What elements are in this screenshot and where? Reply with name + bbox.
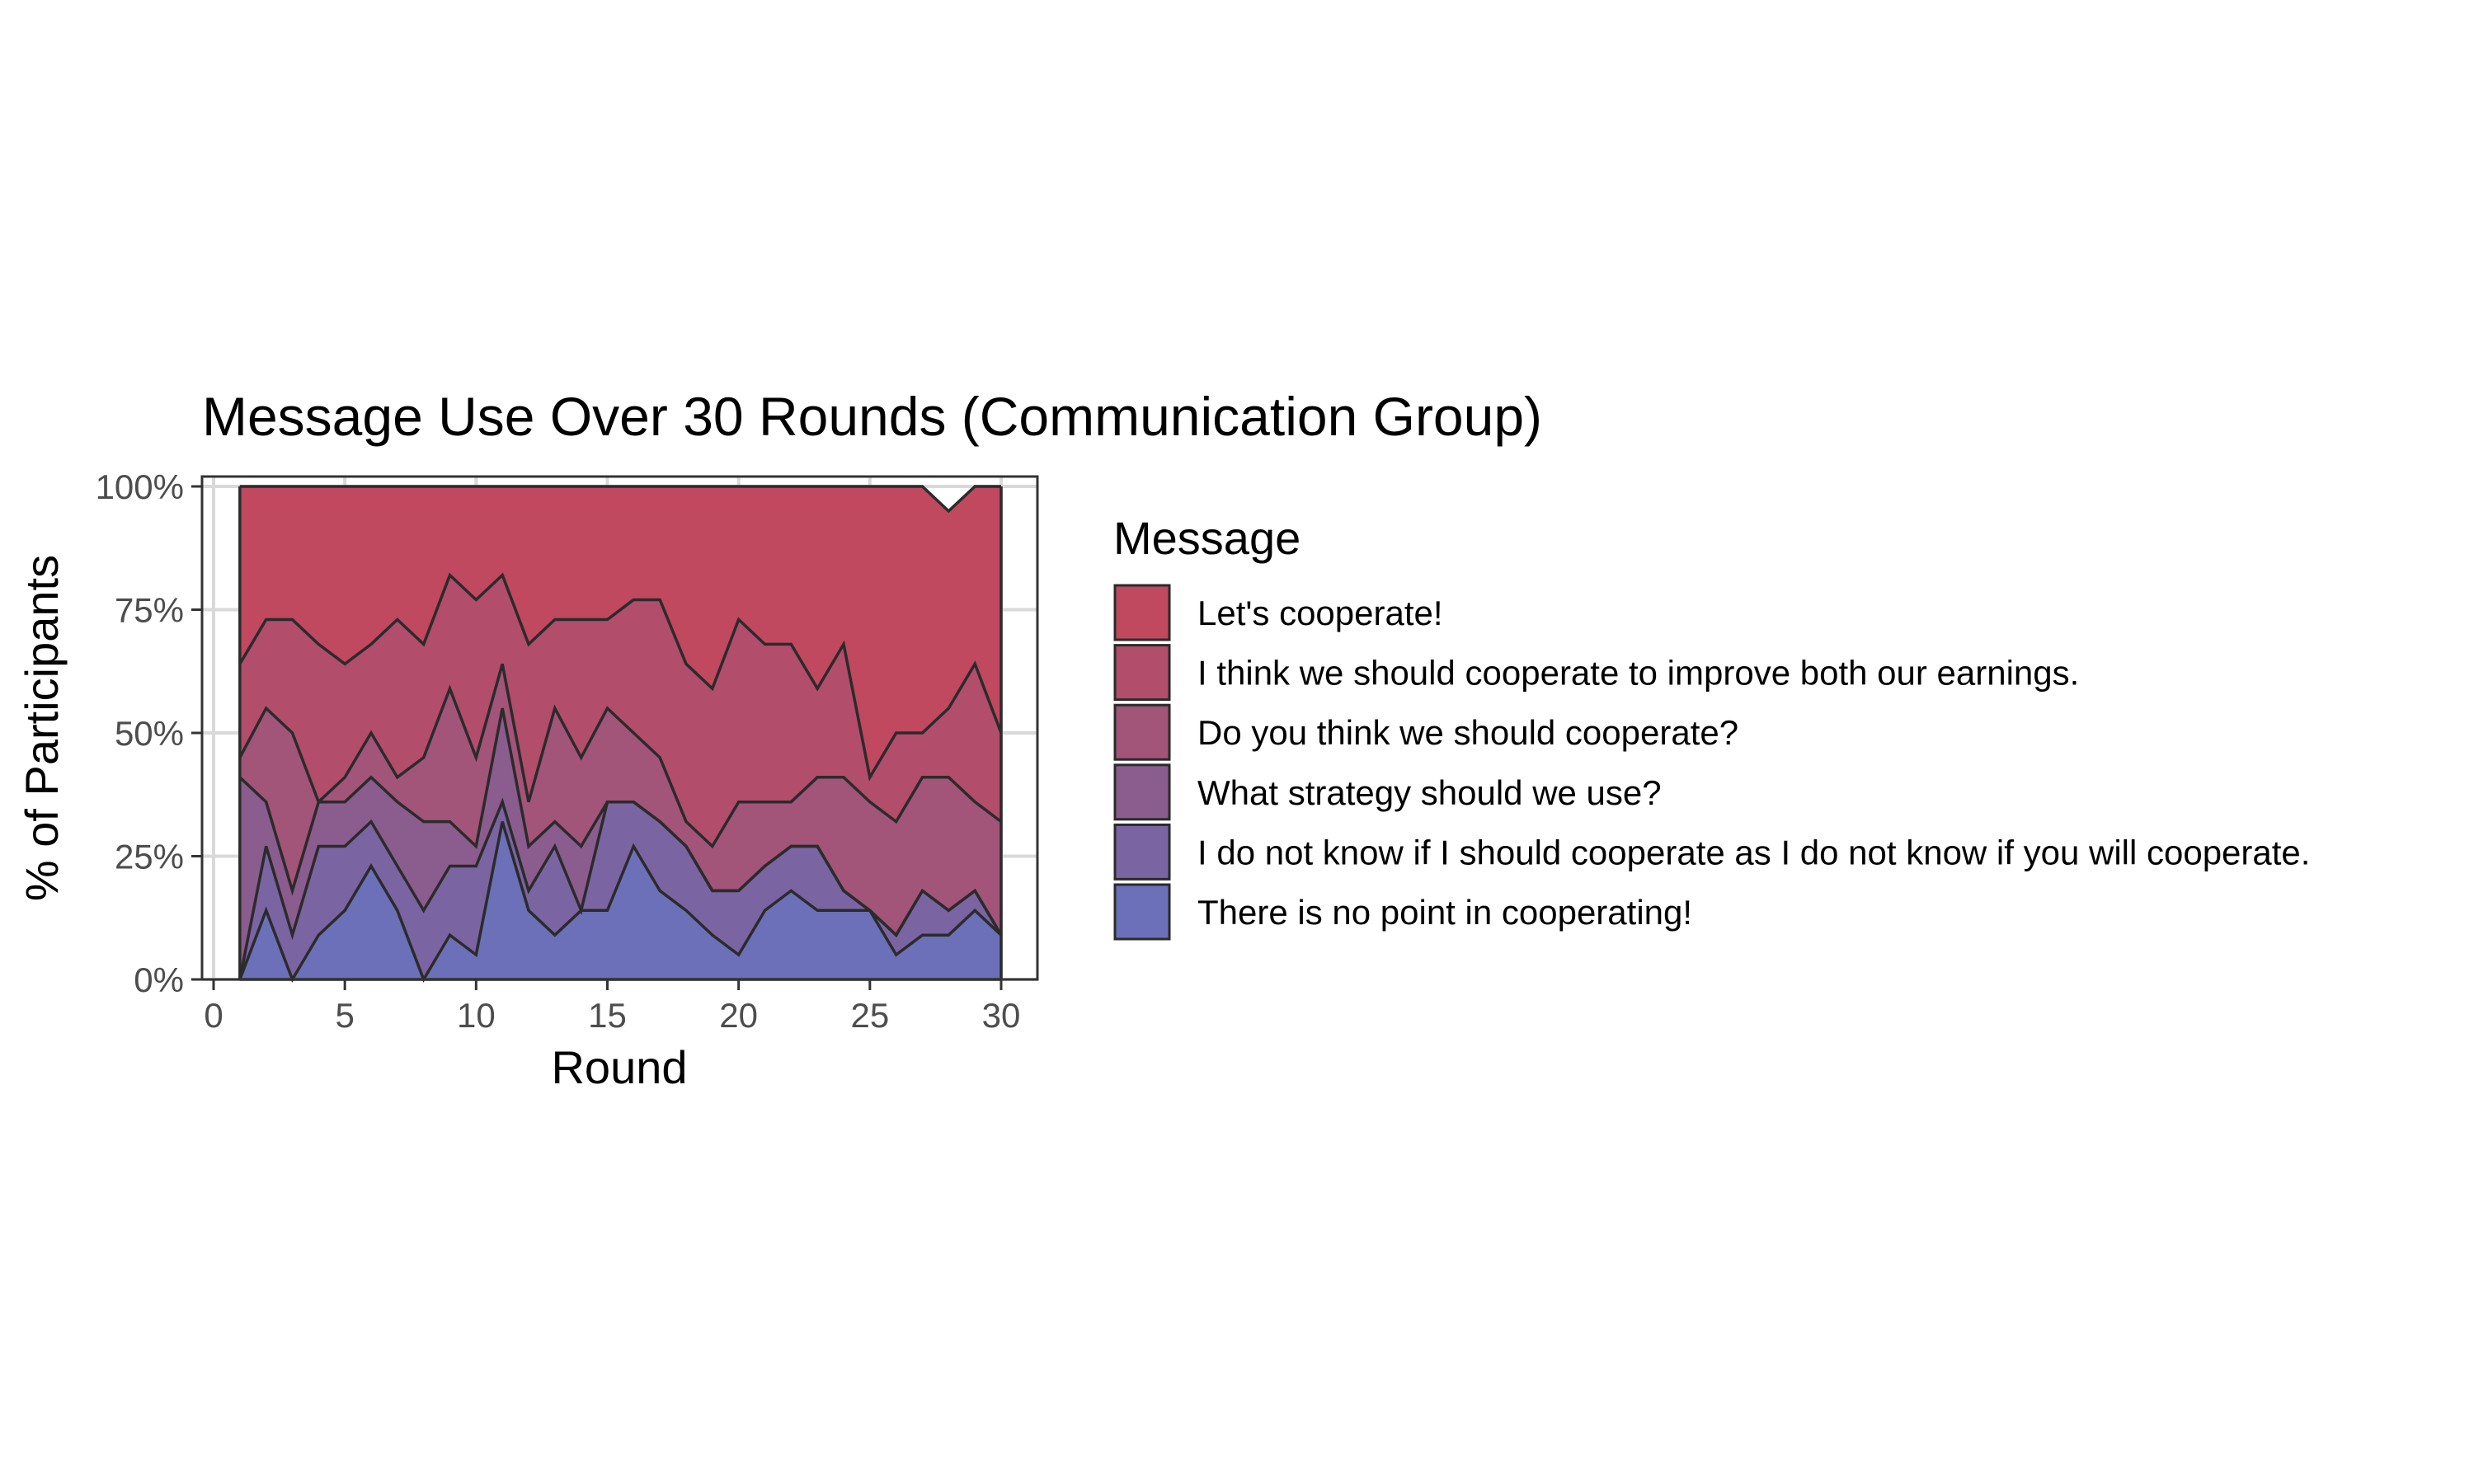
legend-label-3: Do you think we should cooperate? [1197, 713, 1738, 752]
x-axis-title: Round [551, 1041, 687, 1093]
legend-swatch-3 [1113, 703, 1171, 761]
boundary-line-4 [238, 663, 1003, 849]
boundary-line-1 [238, 821, 1003, 984]
legend-label-4: What strategy should we use? [1197, 773, 1662, 812]
area-4 [239, 664, 1001, 936]
area-6 [239, 486, 1001, 777]
legend-item-6: There is no point in cooperating! [1113, 883, 1692, 941]
boundary-line-6 [239, 485, 1001, 514]
area-5 [239, 575, 1001, 847]
boundary-lines [238, 485, 1003, 984]
area-1 [239, 821, 1001, 979]
chart-title: Message Use Over 30 Rounds (Communicatio… [202, 386, 1542, 447]
y-tick-label-75: 75% [115, 591, 184, 630]
y-tick-label-0: 0% [134, 960, 184, 999]
area-layers [239, 486, 1001, 979]
legend: Message Let's cooperate! I think we shoul… [1113, 512, 2310, 941]
area-3 [239, 708, 1001, 979]
x-tick-label-30: 30 [982, 996, 1021, 1035]
x-tick-label-5: 5 [335, 996, 354, 1035]
legend-item-3: Do you think we should cooperate? [1113, 703, 1738, 761]
legend-swatch-6 [1113, 883, 1171, 941]
x-tick-label-25: 25 [850, 996, 889, 1035]
legend-item-2: I think we should cooperate to improve b… [1113, 644, 2079, 702]
legend-title: Message [1113, 512, 1300, 564]
y-tick-label-50: 50% [115, 714, 184, 753]
legend-label-5: I do not know if I should cooperate as I… [1197, 833, 2310, 871]
legend-swatch-5 [1113, 823, 1171, 881]
legend-items: Let's cooperate! I think we should cooper… [1113, 584, 2310, 941]
legend-swatch-4 [1113, 763, 1171, 821]
legend-label-6: There is no point in cooperating! [1197, 893, 1692, 932]
x-tick-label-20: 20 [719, 996, 758, 1035]
boundary-line-5 [238, 572, 1003, 782]
legend-item-5: I do not know if I should cooperate as I… [1113, 823, 2310, 881]
plot-border [200, 475, 1039, 981]
legend-item-1: Let's cooperate! [1113, 584, 1443, 641]
y-axis-title: % of Participants [16, 555, 68, 901]
boundary-line-3 [238, 707, 1003, 937]
y-tick-label-100: 100% [96, 467, 184, 506]
legend-swatch-2 [1113, 644, 1171, 702]
x-tick-label-10: 10 [457, 996, 496, 1035]
plot-area [200, 475, 1039, 984]
y-tick-label-25: 25% [115, 838, 184, 876]
x-axis: 0 5 10 15 20 25 30 [204, 979, 1020, 1035]
x-tick-label-15: 15 [588, 996, 627, 1035]
legend-item-4: What strategy should we use? [1113, 763, 1662, 821]
legend-swatch-1 [1113, 584, 1171, 641]
legend-label-2: I think we should cooperate to improve b… [1197, 654, 2079, 693]
y-axis: 0% 25% 50% 75% 100% [96, 467, 202, 999]
x-tick-label-0: 0 [204, 996, 223, 1035]
legend-label-1: Let's cooperate! [1197, 594, 1443, 632]
